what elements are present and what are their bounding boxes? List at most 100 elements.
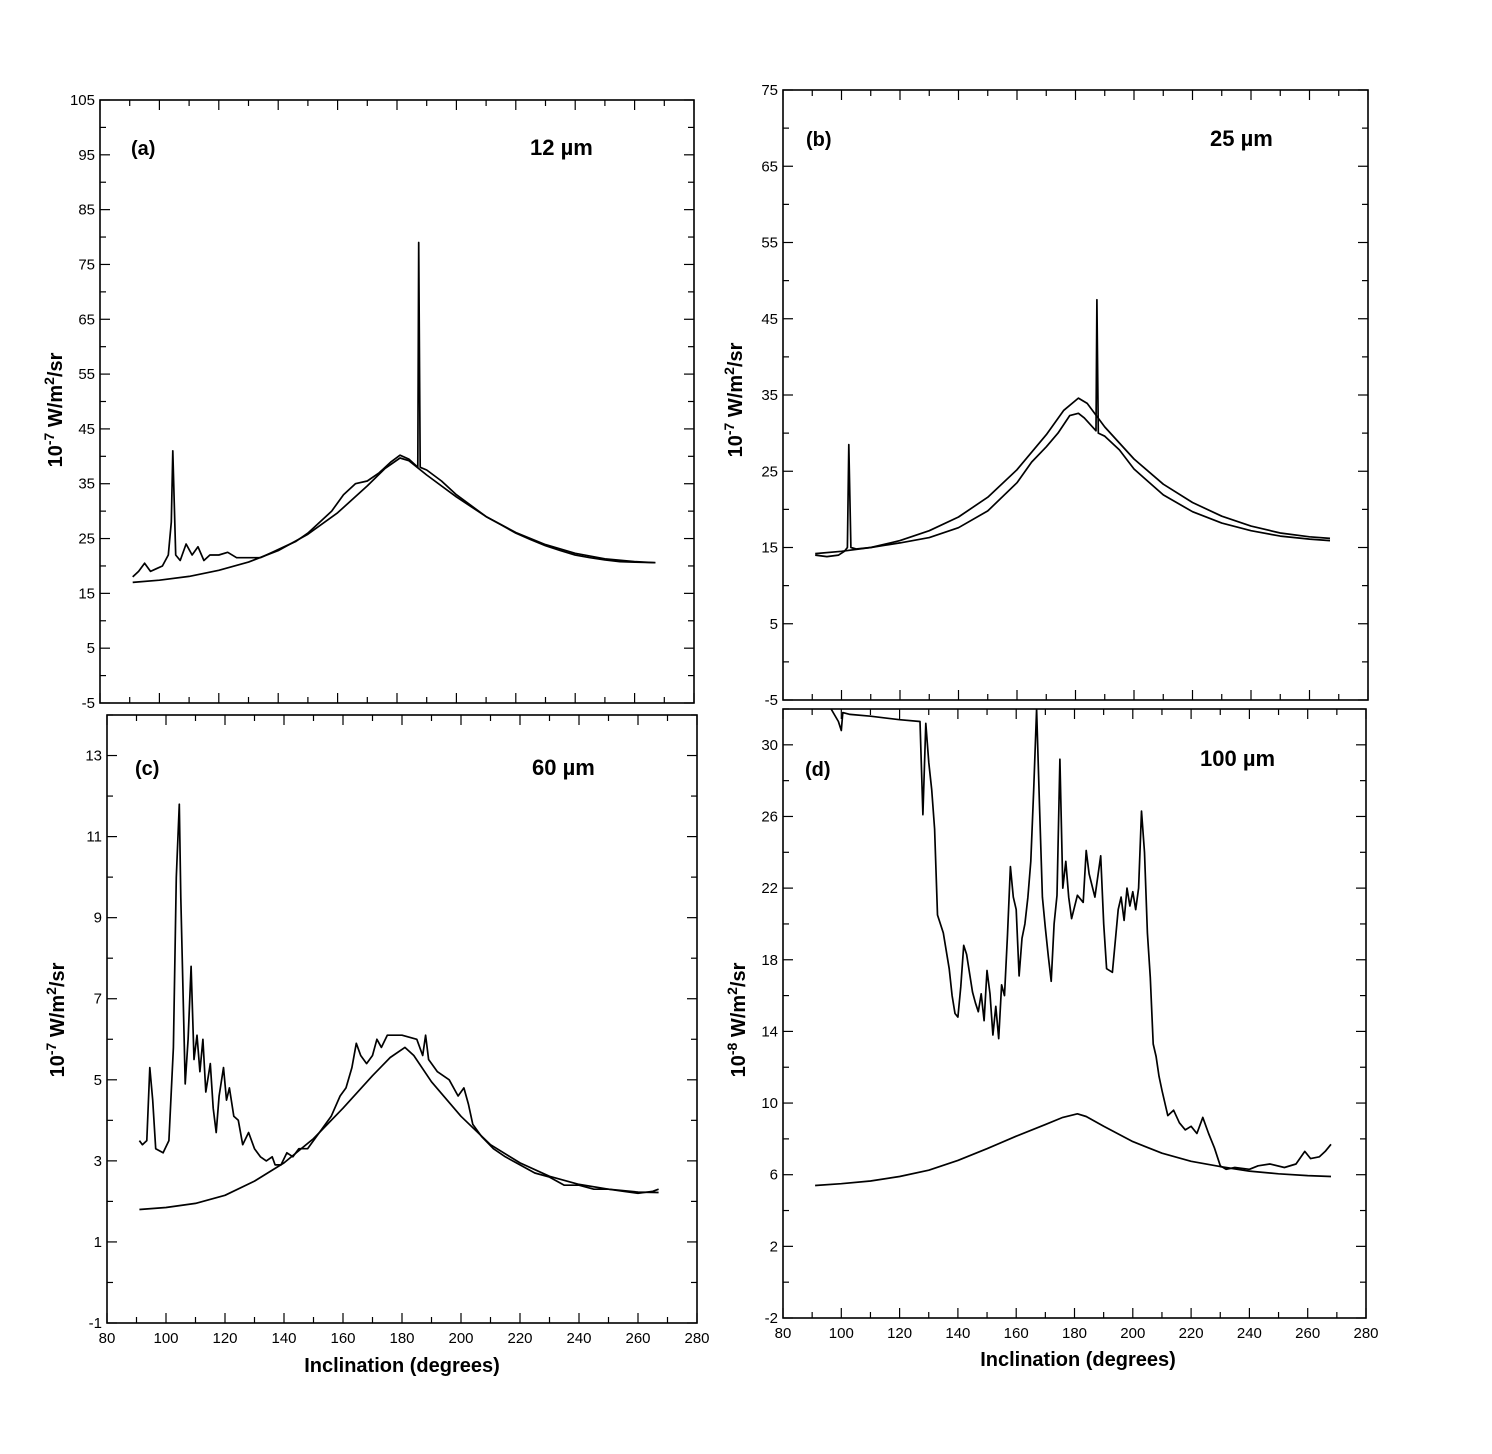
y-tick-label: 6 xyxy=(770,1167,778,1184)
x-tick-label: 220 xyxy=(1179,1325,1204,1342)
y-axis-title-superscript: 2 xyxy=(43,987,59,995)
y-tick-label: 10 xyxy=(761,1095,778,1112)
y-tick-label: 22 xyxy=(761,880,778,897)
y-tick-label: 75 xyxy=(761,82,778,99)
y-tick-label: -2 xyxy=(765,1310,778,1327)
y-axis-title: 10-7 W/m2/sr xyxy=(721,342,747,457)
y-axis-title-part: W/m xyxy=(725,375,747,423)
y-axis-title-part: 10 xyxy=(47,1055,69,1077)
y-tick-label: -5 xyxy=(765,692,778,709)
x-tick-label: 260 xyxy=(625,1330,650,1347)
x-tick-label: 100 xyxy=(829,1325,854,1342)
series-line-model xyxy=(815,397,1331,555)
plot-frame xyxy=(99,99,695,704)
y-tick-label: 7 xyxy=(94,991,102,1008)
x-tick-label: 160 xyxy=(330,1330,355,1347)
y-tick-label: 14 xyxy=(761,1023,778,1040)
x-tick-label: 180 xyxy=(1062,1325,1087,1342)
wavelength-label: 12 µm xyxy=(530,135,593,160)
y-axis-title-part: 10 xyxy=(45,445,67,467)
y-axis-title-superscript: 2 xyxy=(724,987,740,995)
chart-panel-b: -5 5 15 25 35 45 55 65 75 (b) 25 µm 10-7 W/m2/sr xyxy=(721,82,1369,709)
series-line-model xyxy=(815,1112,1332,1187)
y-tick-label: 55 xyxy=(78,366,95,383)
y-tick-label: 26 xyxy=(761,808,778,825)
x-tick-label: 240 xyxy=(1237,1325,1262,1342)
y-axis-title-superscript: -7 xyxy=(43,1042,59,1055)
x-tick-label: 140 xyxy=(945,1325,970,1342)
y-tick-label: 45 xyxy=(78,421,95,438)
y-tick-label: -5 xyxy=(82,695,95,712)
y-axis-title: 10-7 W/m2/sr xyxy=(41,352,67,467)
y-tick-label: 35 xyxy=(78,476,95,493)
series-line-observed xyxy=(132,241,656,578)
panel-label: (c) xyxy=(135,758,159,780)
y-tick-label: 105 xyxy=(70,92,95,109)
y-tick-label: 85 xyxy=(78,202,95,219)
x-tick-label: 120 xyxy=(212,1330,237,1347)
y-tick-label: 25 xyxy=(78,531,95,548)
panel-label: (d) xyxy=(805,759,831,781)
y-axis-title-superscript: -7 xyxy=(41,432,57,445)
y-tick-label: 13 xyxy=(85,748,102,765)
y-axis-title-part: /sr xyxy=(45,352,67,377)
x-tick-label: 260 xyxy=(1295,1325,1320,1342)
x-tick-label: 100 xyxy=(153,1330,178,1347)
y-tick-label: 35 xyxy=(761,387,778,404)
y-axis-title-part: W/m xyxy=(728,995,750,1043)
x-tick-label: 180 xyxy=(389,1330,414,1347)
y-tick-label: -1 xyxy=(89,1315,102,1332)
y-tick-label: 11 xyxy=(86,829,102,846)
series-line-observed xyxy=(830,709,1332,1171)
y-tick-label: 55 xyxy=(761,235,778,252)
y-tick-label: 18 xyxy=(761,952,778,969)
y-axis-title-part: /sr xyxy=(725,342,747,367)
y-axis-title-part: 10 xyxy=(725,435,747,457)
y-tick-label: 95 xyxy=(78,147,95,164)
x-tick-label: 120 xyxy=(887,1325,912,1342)
y-tick-label: 15 xyxy=(78,585,95,602)
y-axis-title: 10-7 W/m2/sr xyxy=(43,962,69,1077)
y-axis-title-superscript: 2 xyxy=(721,367,737,375)
y-axis-title-superscript: 2 xyxy=(41,377,57,385)
y-tick-label: 15 xyxy=(761,540,778,557)
y-axis-title-part: W/m xyxy=(45,385,67,433)
y-axis-title-superscript: -7 xyxy=(721,422,737,435)
x-axis-title: Inclination (degrees) xyxy=(980,1349,1176,1371)
y-axis-title-part: /sr xyxy=(47,962,69,987)
panel-label: (a) xyxy=(131,138,155,160)
wavelength-label: 25 µm xyxy=(1210,126,1273,151)
chart-panel-a: -5 5 15 25 35 45 55 65 75 85 95 105 (a) 12 µm 10-7 W/m… xyxy=(41,92,695,712)
wavelength-label: 60 µm xyxy=(532,755,595,780)
series-line-model xyxy=(132,457,656,584)
x-tick-label: 280 xyxy=(684,1330,709,1347)
x-tick-label: 140 xyxy=(271,1330,296,1347)
x-tick-label: 160 xyxy=(1004,1325,1029,1342)
y-tick-label: 75 xyxy=(78,256,95,273)
x-tick-label: 200 xyxy=(448,1330,473,1347)
series-line-observed xyxy=(815,298,1331,558)
wavelength-label: 100 µm xyxy=(1200,746,1275,771)
x-tick-label: 280 xyxy=(1353,1325,1378,1342)
x-tick-label: 80 xyxy=(775,1325,792,1342)
y-tick-label: 65 xyxy=(78,311,95,328)
y-tick-label: 30 xyxy=(761,737,778,754)
y-tick-label: 9 xyxy=(94,910,102,927)
y-tick-label: 5 xyxy=(94,1072,102,1089)
y-axis-title-part: 10 xyxy=(728,1055,750,1077)
y-tick-label: 25 xyxy=(761,463,778,480)
y-tick-label: 2 xyxy=(770,1238,778,1255)
y-axis-title: 10-8 W/m2/sr xyxy=(724,962,750,1077)
x-axis-title: Inclination (degrees) xyxy=(304,1355,500,1377)
y-tick-label: 5 xyxy=(87,640,95,657)
y-axis-title-part: W/m xyxy=(47,995,69,1043)
x-tick-label: 80 xyxy=(99,1330,116,1347)
y-tick-label: 65 xyxy=(761,158,778,175)
y-tick-label: 3 xyxy=(94,1153,102,1170)
x-tick-label: 240 xyxy=(566,1330,591,1347)
plot-frame xyxy=(782,708,1367,1319)
y-tick-label: 1 xyxy=(94,1234,102,1251)
